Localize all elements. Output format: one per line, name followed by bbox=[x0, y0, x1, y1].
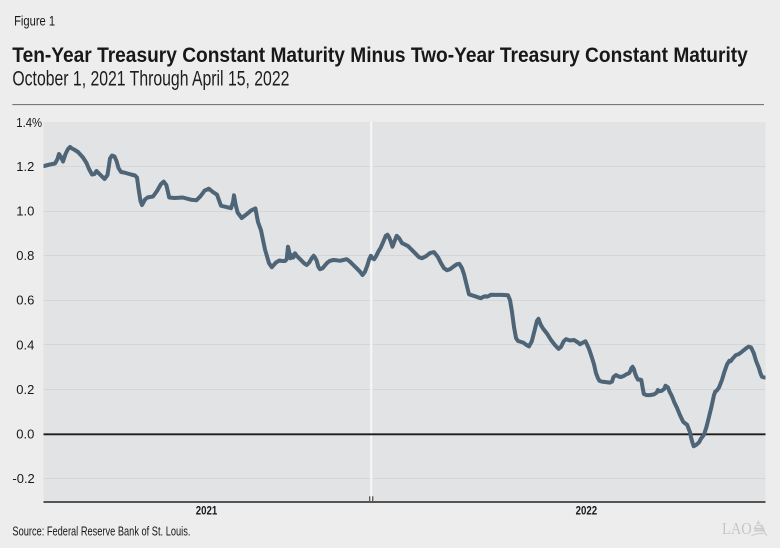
svg-text:0.0: 0.0 bbox=[16, 427, 34, 442]
svg-text:-0.2: -0.2 bbox=[12, 471, 34, 486]
svg-text:0.8: 0.8 bbox=[16, 248, 34, 263]
svg-text:October 1, 2021 Through April: October 1, 2021 Through April 15, 2022 bbox=[12, 68, 289, 91]
svg-text:1.2: 1.2 bbox=[16, 159, 34, 174]
svg-text:Source: Federal Reserve Bank o: Source: Federal Reserve Bank of St. Loui… bbox=[12, 525, 190, 539]
svg-text:Figure 1: Figure 1 bbox=[14, 12, 55, 28]
svg-text:1.4%: 1.4% bbox=[16, 115, 42, 130]
svg-text:0.2: 0.2 bbox=[16, 382, 34, 397]
svg-text:LAO: LAO bbox=[722, 519, 752, 538]
svg-text:2022: 2022 bbox=[576, 504, 598, 518]
svg-text:0.6: 0.6 bbox=[16, 293, 34, 308]
svg-text:0.4: 0.4 bbox=[16, 337, 34, 352]
svg-text:2021: 2021 bbox=[196, 504, 218, 518]
svg-text:1.0: 1.0 bbox=[16, 204, 34, 219]
svg-text:Ten-Year Treasury Constant Mat: Ten-Year Treasury Constant Maturity Minu… bbox=[12, 44, 748, 67]
